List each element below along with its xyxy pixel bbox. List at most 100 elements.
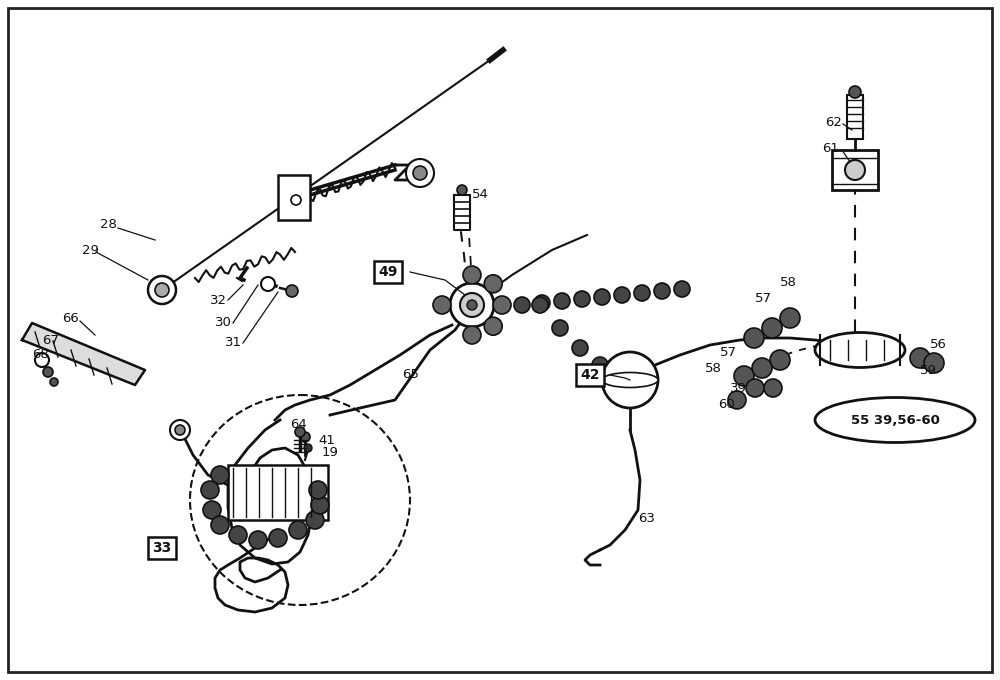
Circle shape	[910, 348, 930, 368]
Text: 28: 28	[100, 218, 117, 231]
Circle shape	[286, 285, 298, 297]
Text: 54: 54	[472, 188, 489, 201]
Text: 62: 62	[825, 116, 842, 129]
Text: 30: 30	[215, 316, 232, 328]
Circle shape	[201, 481, 219, 499]
Text: 61: 61	[822, 141, 839, 154]
Circle shape	[514, 297, 530, 313]
Polygon shape	[22, 323, 145, 385]
Text: 49: 49	[378, 265, 398, 279]
Circle shape	[50, 378, 58, 386]
Ellipse shape	[815, 333, 905, 367]
Circle shape	[746, 379, 764, 397]
Circle shape	[457, 185, 467, 195]
Circle shape	[211, 466, 229, 484]
Text: 58: 58	[780, 275, 797, 288]
Circle shape	[261, 277, 275, 291]
Circle shape	[572, 340, 588, 356]
Circle shape	[674, 281, 690, 297]
Circle shape	[203, 501, 221, 519]
Circle shape	[654, 283, 670, 299]
Circle shape	[43, 367, 53, 377]
Circle shape	[304, 444, 312, 452]
Circle shape	[634, 285, 650, 301]
Circle shape	[602, 352, 658, 408]
Text: 66: 66	[62, 311, 79, 324]
Circle shape	[734, 366, 754, 386]
Circle shape	[450, 283, 494, 327]
Text: 65: 65	[402, 369, 419, 381]
Text: 57: 57	[755, 292, 772, 305]
Circle shape	[554, 293, 570, 309]
Circle shape	[295, 427, 305, 437]
Circle shape	[249, 531, 267, 549]
Circle shape	[463, 266, 481, 284]
Circle shape	[463, 326, 481, 344]
Circle shape	[574, 291, 590, 307]
Text: 31: 31	[225, 335, 242, 348]
Circle shape	[148, 276, 176, 304]
Text: 57: 57	[720, 345, 737, 358]
Text: 67: 67	[42, 333, 59, 347]
Text: 58: 58	[705, 362, 722, 375]
Circle shape	[534, 295, 550, 311]
Circle shape	[614, 287, 630, 303]
Circle shape	[413, 166, 427, 180]
Circle shape	[35, 353, 49, 367]
Circle shape	[552, 320, 568, 336]
Circle shape	[617, 374, 633, 390]
Circle shape	[460, 293, 484, 317]
Circle shape	[849, 86, 861, 98]
Circle shape	[594, 289, 610, 305]
Circle shape	[493, 296, 511, 314]
Ellipse shape	[602, 373, 658, 388]
Circle shape	[744, 328, 764, 348]
Text: 63: 63	[638, 511, 655, 524]
Circle shape	[300, 432, 310, 442]
Circle shape	[467, 300, 477, 310]
Text: 39: 39	[730, 381, 747, 394]
Circle shape	[170, 420, 190, 440]
Circle shape	[532, 297, 548, 313]
Bar	[832, 150, 878, 190]
Circle shape	[291, 195, 301, 205]
Circle shape	[780, 308, 800, 328]
Text: 56: 56	[930, 339, 947, 352]
Text: 59: 59	[920, 364, 937, 377]
Text: 64: 64	[290, 418, 307, 432]
Circle shape	[752, 358, 772, 378]
Text: 60: 60	[718, 398, 735, 411]
Circle shape	[607, 367, 623, 383]
Bar	[228, 465, 328, 520]
Circle shape	[762, 318, 782, 338]
Text: 41: 41	[318, 434, 335, 447]
Circle shape	[484, 317, 502, 335]
Circle shape	[728, 391, 746, 409]
Circle shape	[406, 159, 434, 187]
Circle shape	[306, 511, 324, 529]
Circle shape	[433, 296, 451, 314]
Circle shape	[764, 379, 782, 397]
Bar	[847, 95, 863, 139]
Circle shape	[155, 283, 169, 297]
Circle shape	[592, 357, 608, 373]
Bar	[278, 175, 310, 220]
Circle shape	[211, 516, 229, 534]
Circle shape	[269, 529, 287, 547]
Circle shape	[309, 481, 327, 499]
Circle shape	[924, 353, 944, 373]
Circle shape	[484, 275, 502, 293]
Circle shape	[311, 496, 329, 514]
Text: 42: 42	[580, 368, 600, 382]
Circle shape	[289, 521, 307, 539]
Circle shape	[175, 425, 185, 435]
Text: 55 39,56-60: 55 39,56-60	[851, 413, 939, 426]
Text: 29: 29	[82, 243, 99, 256]
Circle shape	[770, 350, 790, 370]
Text: 68: 68	[32, 348, 49, 362]
Circle shape	[845, 160, 865, 180]
Text: 33: 33	[152, 541, 172, 555]
Ellipse shape	[815, 398, 975, 443]
Text: 32: 32	[210, 294, 227, 307]
Circle shape	[229, 526, 247, 544]
